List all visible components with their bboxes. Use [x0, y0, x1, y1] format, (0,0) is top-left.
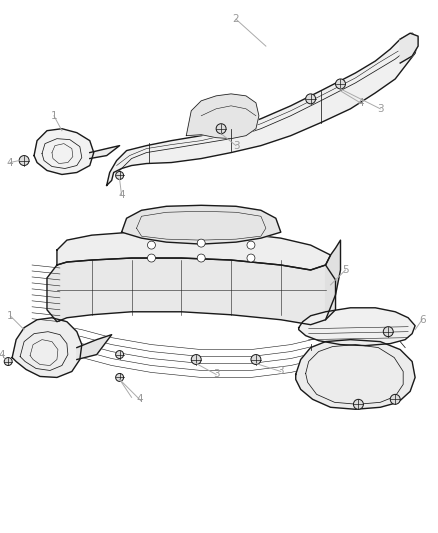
Text: 4: 4 — [357, 98, 364, 108]
Text: 5: 5 — [342, 265, 349, 275]
Circle shape — [390, 394, 400, 405]
Polygon shape — [77, 335, 112, 360]
Circle shape — [116, 172, 124, 180]
Text: 4: 4 — [136, 394, 143, 405]
Circle shape — [197, 239, 205, 247]
Circle shape — [4, 358, 12, 366]
Polygon shape — [325, 240, 340, 320]
Circle shape — [216, 124, 226, 134]
Circle shape — [19, 156, 29, 166]
Text: 6: 6 — [419, 314, 425, 325]
Circle shape — [247, 254, 255, 262]
Polygon shape — [47, 258, 336, 325]
Polygon shape — [12, 318, 82, 377]
Circle shape — [148, 241, 155, 249]
Polygon shape — [400, 33, 418, 63]
Circle shape — [306, 94, 316, 104]
Polygon shape — [57, 230, 331, 270]
Text: 1: 1 — [7, 311, 14, 321]
Text: 3: 3 — [278, 367, 284, 376]
Polygon shape — [122, 205, 281, 244]
Circle shape — [116, 351, 124, 359]
Text: 4: 4 — [7, 158, 14, 167]
Circle shape — [197, 254, 205, 262]
Text: 4: 4 — [118, 190, 125, 200]
Circle shape — [336, 79, 346, 89]
Polygon shape — [34, 128, 94, 174]
Text: 4: 4 — [0, 350, 6, 360]
Circle shape — [247, 241, 255, 249]
Circle shape — [116, 374, 124, 382]
Circle shape — [353, 399, 364, 409]
Text: 2: 2 — [233, 14, 239, 25]
Text: 1: 1 — [51, 111, 57, 121]
Text: 3: 3 — [377, 104, 384, 114]
Circle shape — [251, 354, 261, 365]
Polygon shape — [299, 308, 415, 345]
Text: 3: 3 — [233, 141, 239, 151]
Polygon shape — [90, 146, 120, 158]
Circle shape — [383, 327, 393, 337]
Polygon shape — [186, 94, 259, 139]
Polygon shape — [296, 340, 415, 409]
Polygon shape — [107, 33, 418, 185]
Circle shape — [191, 354, 201, 365]
Circle shape — [148, 254, 155, 262]
Text: 3: 3 — [213, 369, 219, 379]
